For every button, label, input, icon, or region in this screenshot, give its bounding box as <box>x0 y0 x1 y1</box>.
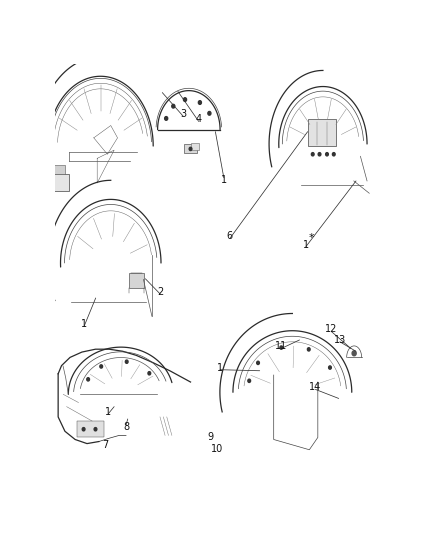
Text: 1: 1 <box>221 175 227 185</box>
FancyBboxPatch shape <box>184 144 197 154</box>
Circle shape <box>100 365 102 368</box>
Circle shape <box>148 372 151 375</box>
Text: 13: 13 <box>334 335 346 345</box>
Circle shape <box>280 346 283 349</box>
Circle shape <box>208 111 211 115</box>
Text: 1: 1 <box>303 239 309 249</box>
Circle shape <box>198 101 201 104</box>
Text: 4: 4 <box>196 114 202 124</box>
Text: 1: 1 <box>217 362 223 373</box>
Circle shape <box>257 361 259 365</box>
Circle shape <box>328 366 331 369</box>
Text: 3: 3 <box>180 109 186 119</box>
Circle shape <box>248 379 251 383</box>
Circle shape <box>165 117 168 120</box>
Text: 2: 2 <box>157 287 163 297</box>
Text: 1: 1 <box>81 319 87 329</box>
Circle shape <box>332 152 335 156</box>
FancyBboxPatch shape <box>129 272 144 288</box>
Circle shape <box>318 152 321 156</box>
Text: 12: 12 <box>325 325 338 335</box>
FancyBboxPatch shape <box>77 421 104 438</box>
Text: 9: 9 <box>207 432 213 442</box>
Text: 7: 7 <box>102 440 108 450</box>
FancyBboxPatch shape <box>53 165 65 174</box>
Text: *: * <box>308 233 314 244</box>
Text: 6: 6 <box>227 231 233 241</box>
Circle shape <box>189 147 192 150</box>
Circle shape <box>94 427 97 431</box>
Circle shape <box>125 360 128 364</box>
Circle shape <box>307 348 310 351</box>
Circle shape <box>172 104 175 108</box>
Circle shape <box>352 351 356 356</box>
Circle shape <box>87 378 89 381</box>
Circle shape <box>311 152 314 156</box>
FancyBboxPatch shape <box>51 174 70 191</box>
Text: 1: 1 <box>105 407 111 417</box>
Text: 14: 14 <box>309 382 321 392</box>
Text: 11: 11 <box>276 341 288 351</box>
FancyBboxPatch shape <box>307 119 336 146</box>
Circle shape <box>184 98 187 101</box>
Circle shape <box>82 427 85 431</box>
Circle shape <box>325 152 328 156</box>
Text: 10: 10 <box>211 444 223 454</box>
Text: 8: 8 <box>123 422 129 432</box>
FancyBboxPatch shape <box>191 143 199 150</box>
